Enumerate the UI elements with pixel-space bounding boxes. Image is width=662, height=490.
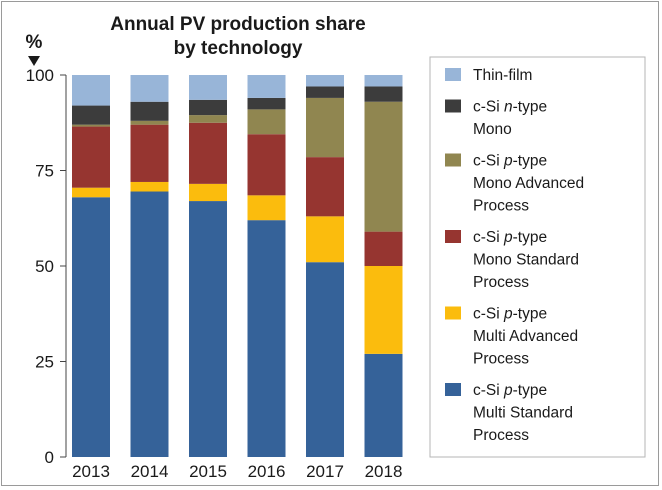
bar-segment-2013-2 [72,126,110,188]
bar-segment-2017-1 [306,216,344,263]
bar-segment-2015-1 [189,183,227,202]
bar-segment-2016-5 [247,75,286,98]
legend-label-5-line-0: c-Si p-type [473,382,547,399]
x-tick-label-2013: 2013 [72,462,110,481]
y-ticks-group: 0 25 50 75 100 [26,66,67,467]
bar-segment-2015-3 [189,115,227,123]
y-tick-label-100: 100 [26,66,54,85]
bar-segment-2014-2 [130,124,169,182]
bar-segment-2016-1 [247,195,286,221]
legend-label-1-line-1: Mono [473,121,512,138]
bar-segment-2015-5 [189,75,227,100]
x-tick-label-2016: 2016 [248,462,286,481]
legend-label-1-line-0: c-Si n-type [473,99,547,116]
bar-segment-2014-3 [130,120,169,125]
legend-label-5-line-2: Process [473,427,529,444]
y-tick-label-25: 25 [35,353,54,372]
legend-swatch-2 [445,153,461,167]
bar-segment-2015-2 [189,122,227,184]
bar-segment-2013-5 [72,75,110,106]
bar-segment-2018-1 [364,266,403,354]
bar-segment-2015-4 [189,99,227,116]
x-tick-label-2015: 2015 [189,462,227,481]
bar-segment-2018-4 [364,86,403,102]
bar-segment-2017-5 [306,75,344,87]
legend-swatch-1 [445,99,461,113]
legend-label-2-line-0: c-Si p-type [473,153,547,170]
bar-segment-2013-3 [72,124,110,127]
bar-segment-2016-3 [247,109,286,135]
bar-segment-2016-0 [247,220,286,457]
x-tick-label-2018: 2018 [365,462,403,481]
bar-segment-2015-0 [189,201,227,457]
bar-segment-2013-4 [72,105,110,125]
bar-segment-2014-0 [130,191,169,457]
legend-label-4-line-1: Multi Advanced [473,328,578,345]
y-tick-label-75: 75 [35,162,54,181]
legend-swatch-0 [445,68,461,81]
chart-title-line-2: by technology [174,38,303,59]
legend-swatch-5 [445,383,461,396]
x-tick-label-2017: 2017 [306,462,344,481]
legend-label-4-line-0: c-Si p-type [473,306,547,323]
x-tick-label-2014: 2014 [131,462,169,481]
bar-segment-2014-1 [130,181,169,192]
legend-label-2-line-2: Process [473,198,529,215]
legend-box [429,56,646,458]
bars-group [72,75,403,458]
legend-label-3-line-0: c-Si p-type [473,229,547,246]
bar-segment-2016-4 [247,97,286,110]
bar-segment-2017-0 [306,262,344,457]
legend-swatch-3 [445,230,461,243]
legend-swatch-4 [445,306,461,320]
legend-label-2-line-1: Mono Advanced [473,175,584,192]
bar-segment-2018-3 [364,101,403,232]
legend-label-0-line-0: Thin-film [473,67,532,84]
bar-segment-2018-2 [364,231,403,266]
y-axis-arrow-icon [28,56,40,66]
stacked-bar-chart: Annual PV production share by technology… [26,14,646,481]
legend-label-5-line-1: Multi Standard [473,405,573,422]
bar-segment-2017-2 [306,157,344,217]
bar-segment-2017-4 [306,86,344,98]
legend-label-3-line-1: Mono Standard [473,252,579,269]
x-ticks-group: 2013 2014 2015 2016 2017 2018 [72,462,402,481]
legend-label-4-line-2: Process [473,351,529,368]
bar-segment-2018-0 [364,353,403,457]
y-tick-label-50: 50 [35,257,54,276]
legend-label-3-line-2: Process [473,274,529,291]
y-tick-label-0: 0 [45,448,54,467]
bar-segment-2018-5 [364,75,403,87]
bar-segment-2016-2 [247,134,286,196]
bar-segment-2014-4 [130,101,169,121]
y-axis-unit-label: % [26,32,43,53]
bar-segment-2013-1 [72,187,110,198]
chart-title-line-1: Annual PV production share [110,14,365,35]
bar-segment-2014-5 [130,75,169,102]
bar-segment-2017-3 [306,97,344,158]
bar-segment-2013-0 [72,197,110,458]
legend: Thin-film c-Si n-type Mono c-Si p-type Mono … [445,67,584,444]
